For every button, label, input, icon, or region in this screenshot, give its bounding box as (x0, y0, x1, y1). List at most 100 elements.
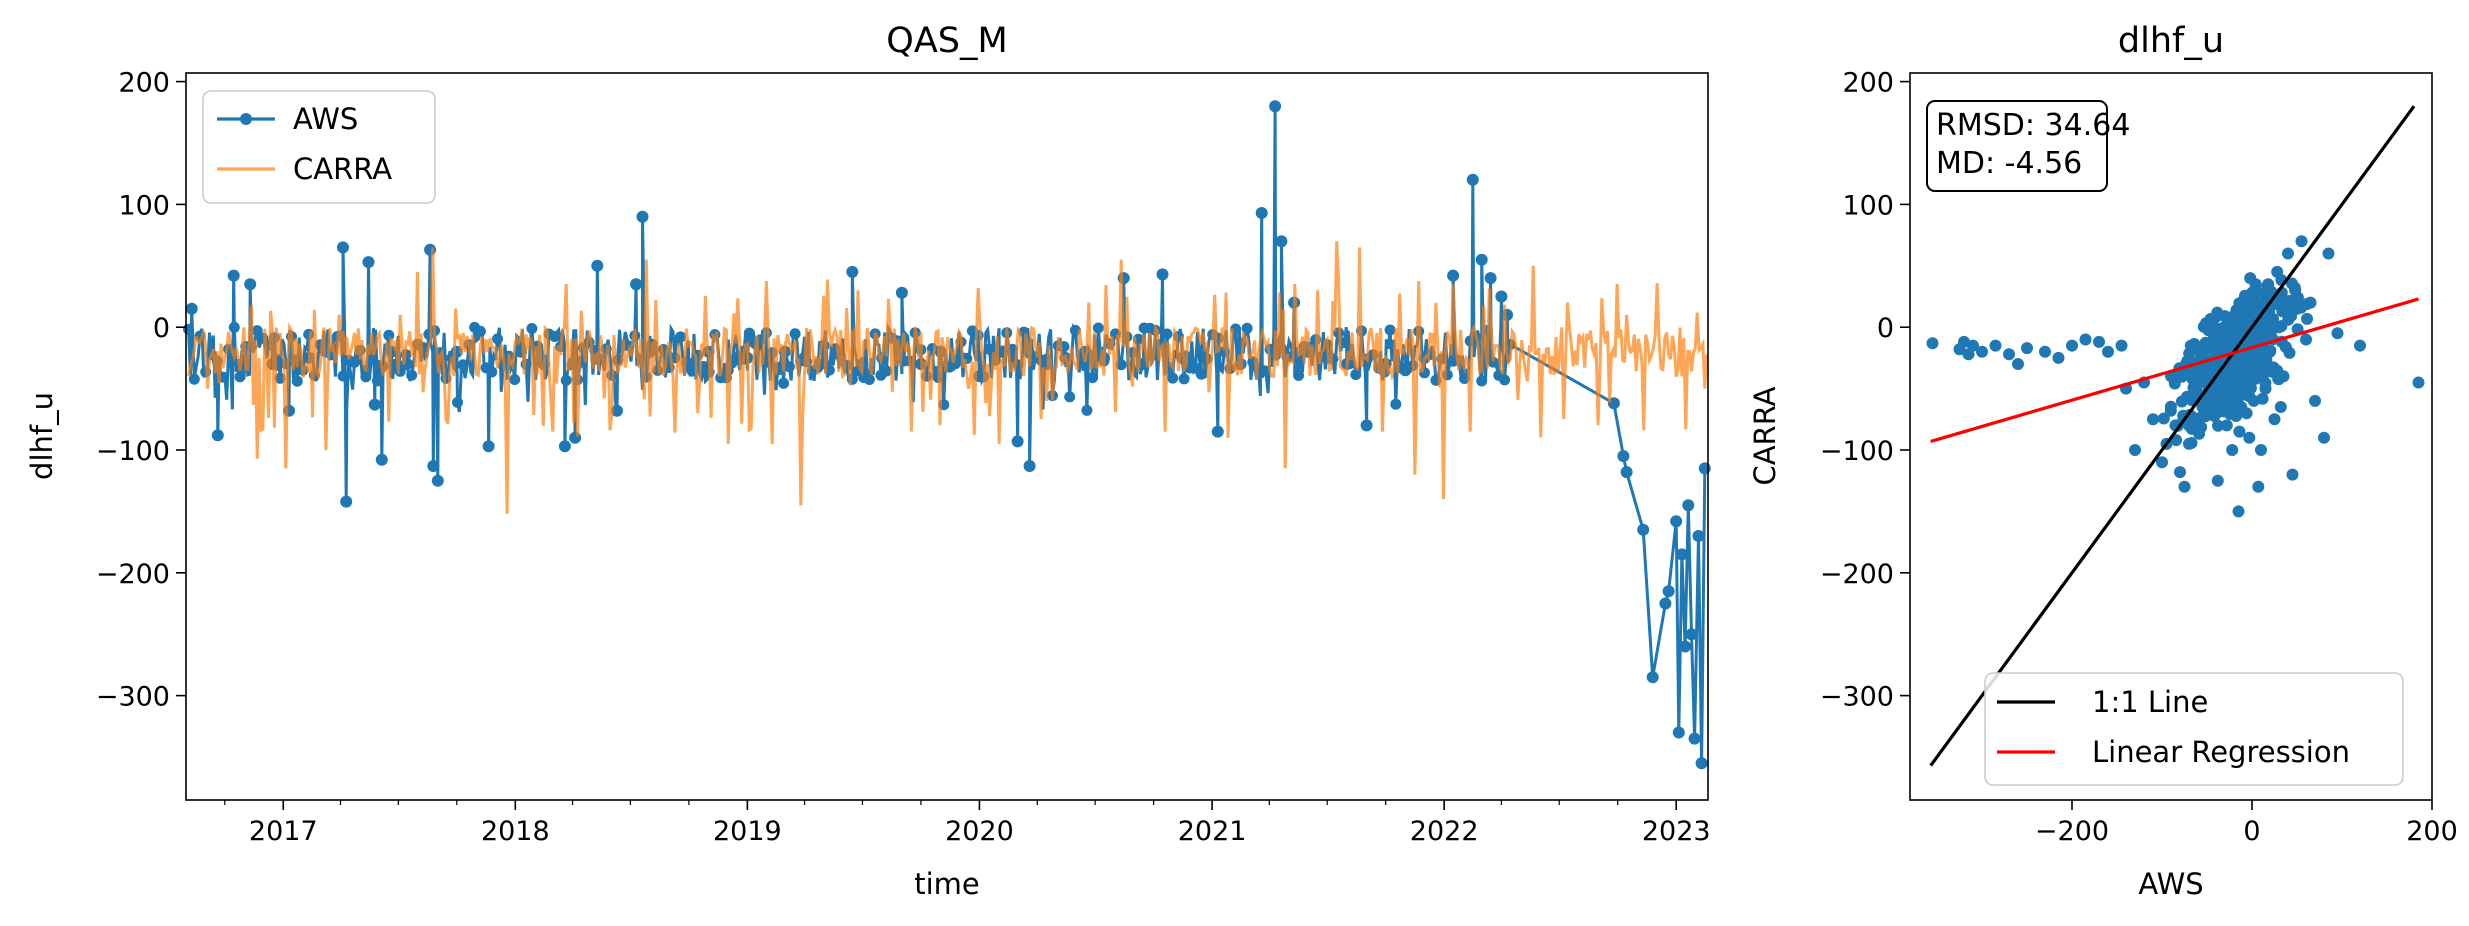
scatter-point (2201, 407, 2213, 420)
scatter-point (2240, 366, 2253, 379)
sc-ytick-label: −200 (1820, 559, 1894, 590)
scatter-point (2093, 335, 2105, 348)
scatter-point (2039, 345, 2051, 358)
aws-point (337, 241, 349, 254)
legend-aws-marker (240, 113, 252, 125)
scatter-point (2208, 321, 2221, 334)
scatter-point (2192, 425, 2204, 438)
aws-point (1672, 726, 1685, 739)
sc-xtick-label: 200 (2406, 816, 2458, 847)
aws-marker (360, 371, 372, 383)
aws-point (227, 269, 240, 282)
scatter-point (2291, 302, 2303, 315)
aws-marker (1081, 404, 1093, 416)
scatter-point (2129, 444, 2141, 456)
timeseries-title: QAS_M (886, 21, 1007, 61)
aws-marker (1178, 373, 1190, 385)
scatter-points-layer (1926, 235, 2425, 518)
aws-marker (549, 331, 561, 342)
scatter-point (2260, 315, 2273, 328)
aws-marker (1384, 324, 1396, 336)
aws-marker (1092, 322, 1104, 334)
aws-marker (1064, 391, 1076, 403)
aws-point (1447, 269, 1460, 282)
scatter-point (2289, 284, 2302, 297)
sc-ytick-label: −100 (1820, 436, 1894, 467)
scatter-point (2223, 388, 2236, 401)
scatter-point (2147, 413, 2159, 426)
aws-marker (251, 325, 263, 337)
aws-point (1617, 450, 1630, 463)
aws-marker (406, 369, 418, 381)
scatter-point (2219, 376, 2231, 389)
aws-point (1275, 235, 1288, 248)
aws-marker (457, 359, 469, 371)
aws-point (611, 404, 623, 417)
scatter-point (2268, 413, 2281, 426)
aws-marker (183, 323, 194, 335)
aws-point (1692, 530, 1705, 542)
scatter-stats-box: RMSD: 34.64 MD: -4.56 (1926, 100, 2130, 192)
scatter-point (2300, 333, 2312, 346)
ts-ytick-label: −300 (96, 682, 170, 713)
scatter-point (2229, 364, 2242, 377)
aws-point (630, 278, 643, 291)
aws-marker (881, 365, 893, 377)
scatter-point (2279, 341, 2292, 353)
scatter-point (1967, 339, 1979, 352)
aws-point (362, 256, 375, 269)
aws-marker (291, 375, 303, 387)
aws-marker (1293, 370, 1305, 381)
aws-point (636, 210, 649, 223)
ts-ytick-label: 100 (118, 190, 170, 221)
scatter-point (2226, 444, 2239, 456)
scatter-point (1989, 339, 2002, 352)
aws-point (185, 302, 198, 315)
aws-point (1360, 419, 1373, 432)
aws-point (1495, 290, 1508, 303)
aws-point (1269, 100, 1282, 113)
ts-xtick-label: 2022 (1410, 816, 1479, 847)
ts-xtick-label: 2020 (945, 816, 1014, 847)
ts-ytick-label: −200 (96, 559, 170, 590)
aws-marker (1390, 398, 1402, 410)
scatter-point (2240, 407, 2253, 420)
timeseries-ylabel: dlhf_u (25, 392, 59, 480)
scatter-point (2309, 394, 2321, 407)
timeseries-axes-frame (185, 72, 1709, 801)
aws-marker (366, 353, 378, 365)
aws-marker (349, 356, 360, 368)
aws-point (1675, 548, 1688, 561)
scatter-point (2304, 296, 2317, 309)
ts-ytick-label: 0 (153, 313, 170, 344)
scatter-point (2354, 339, 2366, 352)
scatter-point (2256, 296, 2269, 309)
scatter-point (2178, 480, 2191, 493)
aws-marker (234, 371, 246, 383)
timeseries-legend: AWS CARRA (202, 90, 436, 204)
scatter-point (2253, 364, 2266, 377)
sc-ytick-label: 100 (1842, 190, 1894, 221)
aws-point (1670, 515, 1683, 528)
scatter-point (2244, 272, 2257, 285)
one-to-one-line (1929, 105, 2416, 767)
aws-point (211, 429, 224, 442)
scatter-point (2273, 321, 2285, 334)
scatter-point (2012, 358, 2024, 370)
aws-marker (228, 321, 240, 333)
aws-point (368, 398, 381, 411)
carra-series-line (187, 241, 1709, 514)
aws-point (431, 474, 444, 487)
aws-marker (1258, 365, 1270, 377)
aws-point (1156, 268, 1169, 281)
sc-xtick-label: −200 (2035, 816, 2109, 847)
scatter-point (2174, 466, 2186, 479)
aws-point (1659, 597, 1672, 610)
scatter-point (2259, 382, 2272, 395)
scatter-point (2003, 348, 2015, 361)
aws-marker (371, 375, 383, 387)
scatter-point (2252, 480, 2265, 493)
aws-marker (778, 377, 790, 389)
aws-marker (1115, 359, 1127, 371)
scatter-point (2237, 351, 2249, 364)
